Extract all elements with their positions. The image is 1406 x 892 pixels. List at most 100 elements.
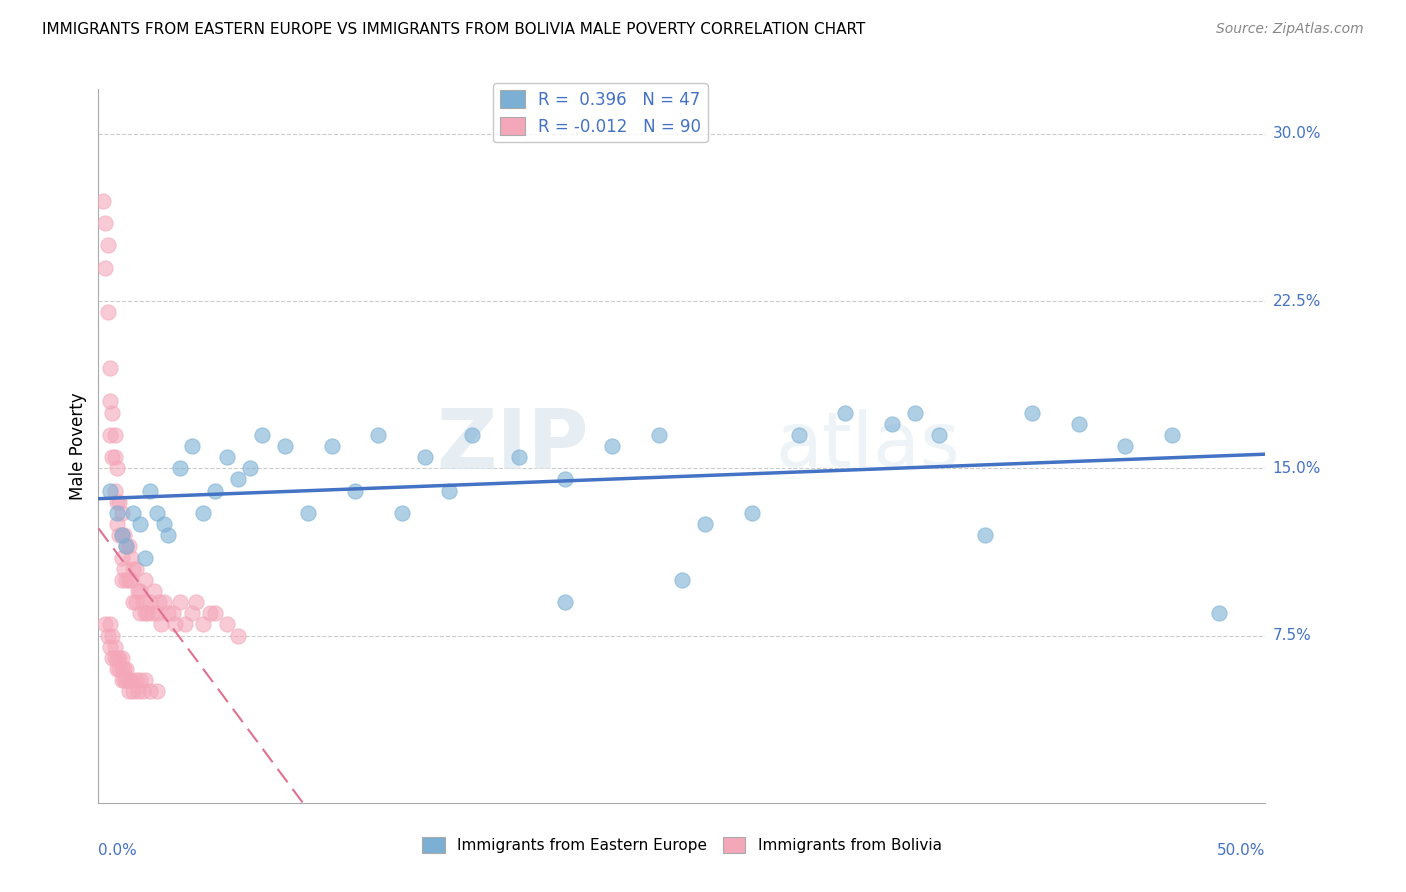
Point <box>139 684 162 698</box>
Point <box>98 483 121 498</box>
Point <box>127 684 149 698</box>
Point <box>134 573 156 587</box>
Point <box>150 617 173 632</box>
Point <box>104 450 127 464</box>
Point <box>108 651 131 665</box>
Point <box>105 506 128 520</box>
Point <box>134 673 156 687</box>
Point <box>97 628 120 642</box>
Point <box>461 427 484 442</box>
Point <box>91 194 114 208</box>
Point <box>120 573 142 587</box>
Point <box>105 662 128 676</box>
Point <box>94 617 117 632</box>
Point <box>129 516 152 531</box>
Point <box>115 539 138 553</box>
Point <box>215 450 238 464</box>
Point <box>554 595 576 609</box>
Point <box>125 595 148 609</box>
Legend: Immigrants from Eastern Europe, Immigrants from Bolivia: Immigrants from Eastern Europe, Immigran… <box>416 830 948 859</box>
Point <box>127 583 149 598</box>
Point <box>321 439 343 453</box>
Point <box>169 461 191 475</box>
Point <box>118 673 141 687</box>
Point <box>344 483 367 498</box>
Point <box>180 607 202 621</box>
Point <box>162 607 184 621</box>
Point <box>115 662 138 676</box>
Point <box>437 483 460 498</box>
Point <box>880 417 903 431</box>
Point <box>741 506 763 520</box>
Point <box>111 662 134 676</box>
Point <box>146 684 169 698</box>
Point <box>101 405 124 419</box>
Point <box>115 539 138 553</box>
Point <box>112 562 135 576</box>
Point <box>101 450 124 464</box>
Point <box>671 573 693 587</box>
Point <box>98 427 121 442</box>
Point <box>120 550 142 565</box>
Point <box>186 595 208 609</box>
Point <box>132 684 155 698</box>
Point <box>136 607 159 621</box>
Point <box>787 427 810 442</box>
Point <box>120 673 142 687</box>
Point <box>111 528 134 542</box>
Point <box>391 506 413 520</box>
Point <box>129 607 152 621</box>
Point <box>146 607 169 621</box>
Point <box>228 473 250 487</box>
Point <box>129 583 152 598</box>
Point <box>98 394 121 409</box>
Point <box>600 439 623 453</box>
Point <box>1161 427 1184 442</box>
Point <box>1021 405 1043 419</box>
Point <box>193 506 215 520</box>
Text: 50.0%: 50.0% <box>1218 843 1265 858</box>
Point <box>1114 439 1136 453</box>
Point <box>134 550 156 565</box>
Point <box>1067 417 1090 431</box>
Point <box>169 595 191 609</box>
Point <box>228 628 250 642</box>
Point <box>834 405 856 419</box>
Point <box>367 427 389 442</box>
Point <box>122 562 145 576</box>
Point <box>111 673 134 687</box>
Text: IMMIGRANTS FROM EASTERN EUROPE VS IMMIGRANTS FROM BOLIVIA MALE POVERTY CORRELATI: IMMIGRANTS FROM EASTERN EUROPE VS IMMIGR… <box>42 22 866 37</box>
Point <box>112 673 135 687</box>
Point <box>104 651 127 665</box>
Point <box>118 573 141 587</box>
Point <box>97 238 120 252</box>
Text: 7.5%: 7.5% <box>1272 628 1312 643</box>
Point <box>111 651 134 665</box>
Point <box>180 439 202 453</box>
Text: ZIP: ZIP <box>436 406 589 486</box>
Point <box>508 450 530 464</box>
Point <box>98 360 121 375</box>
Point <box>554 473 576 487</box>
Point <box>146 506 169 520</box>
Point <box>129 673 152 687</box>
Point <box>115 573 138 587</box>
Point <box>111 528 134 542</box>
Point <box>152 595 174 609</box>
Point <box>143 583 166 598</box>
Point <box>157 607 180 621</box>
Point <box>215 617 238 632</box>
Point <box>104 483 127 498</box>
Point <box>104 427 127 442</box>
Point <box>974 528 997 542</box>
Point <box>695 516 717 531</box>
Point <box>122 595 145 609</box>
Point <box>104 640 127 654</box>
Point <box>134 607 156 621</box>
Text: 0.0%: 0.0% <box>98 843 138 858</box>
Text: atlas: atlas <box>775 409 960 483</box>
Point <box>193 617 215 632</box>
Point <box>108 662 131 676</box>
Point <box>125 673 148 687</box>
Point <box>904 405 927 419</box>
